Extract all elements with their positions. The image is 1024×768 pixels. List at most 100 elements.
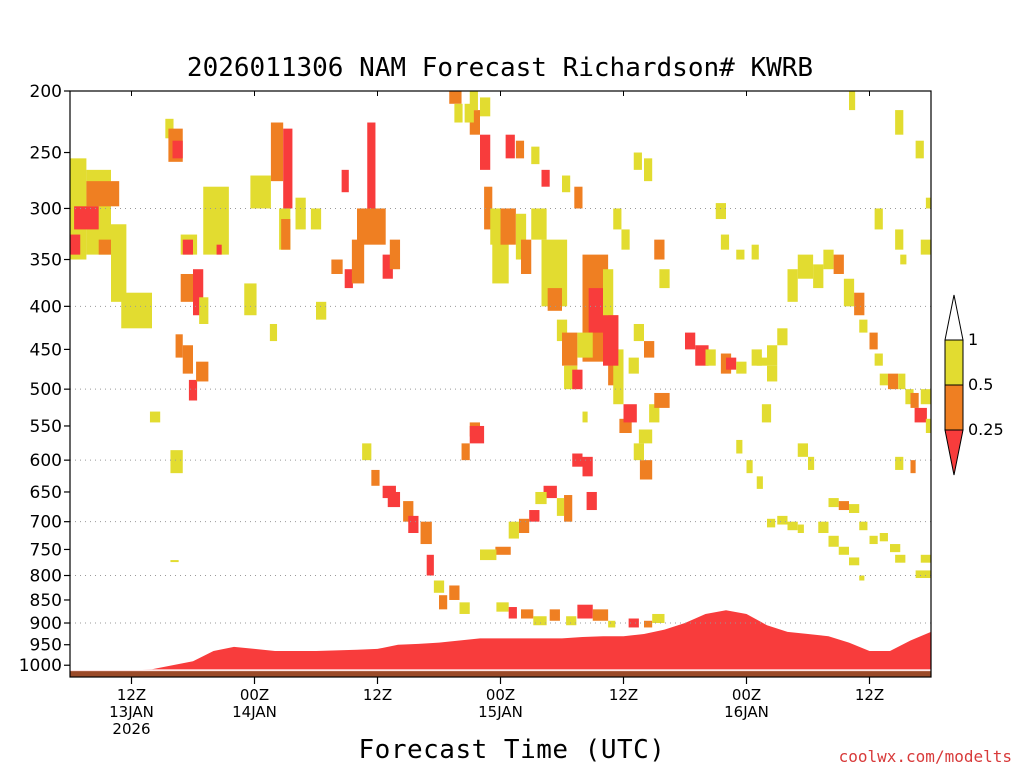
ri-cell <box>895 110 904 135</box>
ri-cell <box>915 570 931 579</box>
ri-cell <box>925 418 931 434</box>
ri-cell <box>920 554 931 563</box>
ri-cell <box>879 373 888 386</box>
ri-cell <box>654 392 670 408</box>
ri-cell <box>533 616 547 626</box>
ri-cell <box>736 361 747 374</box>
ri-cell <box>521 239 532 274</box>
ytick-label-800: 800 <box>30 567 62 587</box>
ri-cell <box>216 244 222 255</box>
ri-cell <box>854 292 865 316</box>
ri-cell <box>572 453 583 467</box>
ri-cell <box>331 259 343 274</box>
ri-cell <box>613 208 622 230</box>
ytick-label-750: 750 <box>30 540 62 560</box>
ri-cell <box>592 609 609 621</box>
ri-cell <box>543 485 557 499</box>
ri-cell <box>628 618 639 628</box>
ri-cell <box>196 361 209 382</box>
ri-cell <box>515 140 525 159</box>
ri-cell <box>170 450 183 474</box>
ri-cell <box>869 332 878 350</box>
ri-cell <box>564 495 573 522</box>
ri-cell <box>787 521 798 531</box>
ri-cell <box>464 103 474 123</box>
ri-cell <box>898 373 906 390</box>
ri-cell <box>639 460 653 480</box>
ri-cell <box>756 357 767 366</box>
ri-cell <box>838 501 849 511</box>
xtick-label-3-0: 00Z <box>486 686 515 704</box>
ri-cell <box>644 620 653 628</box>
ri-cell <box>74 206 99 230</box>
gridlines <box>70 207 931 624</box>
ri-cell <box>98 239 111 255</box>
ri-cell <box>920 389 931 405</box>
ri-cell <box>787 269 798 302</box>
ri-cell <box>695 345 709 366</box>
ri-cell <box>623 404 637 423</box>
ri-cell <box>843 278 855 307</box>
y-axis-ticks: 200 250 300 350 400 450 500 550 600 650 700 750 800 8… <box>19 82 70 676</box>
ri-cell <box>480 134 491 170</box>
ri-cell <box>193 269 204 316</box>
ri-cell <box>833 254 844 274</box>
ri-cell <box>905 389 914 405</box>
ground-band <box>70 671 931 677</box>
ri-cell <box>469 110 480 135</box>
ri-cell <box>449 91 462 104</box>
ri-cell <box>371 469 380 486</box>
ri-cell <box>344 269 353 289</box>
ri-cell <box>149 411 161 423</box>
boundary-layer-band <box>70 610 931 672</box>
ri-cell <box>170 560 179 563</box>
ri-cell <box>659 269 670 289</box>
ri-cell <box>628 357 639 374</box>
xtick-label-1-0: 00Z <box>240 686 269 704</box>
ri-cell <box>389 239 401 270</box>
ri-cell <box>608 620 616 628</box>
ri-cell <box>705 349 716 366</box>
ri-cell <box>351 239 365 284</box>
ri-cell <box>797 254 814 279</box>
ri-cell <box>895 554 906 563</box>
ri-cell <box>203 186 229 255</box>
xtick-label-6-0: 12Z <box>855 686 884 704</box>
ri-cell <box>746 460 753 474</box>
ri-cell <box>879 533 888 542</box>
ri-cell <box>295 197 306 230</box>
ri-cell <box>900 254 907 265</box>
ri-cell <box>382 254 393 279</box>
ri-cell <box>777 515 788 525</box>
chart-title: 2026011306 NAM Forecast Richardson# KWRB <box>187 53 813 83</box>
color-legend: 1 0.5 0.25 <box>944 294 1004 476</box>
ri-cell <box>869 535 878 545</box>
ri-cell <box>521 609 534 619</box>
ri-cell <box>518 518 530 534</box>
legend-label-1: 1 <box>968 330 978 349</box>
ytick-label-300: 300 <box>30 199 62 219</box>
ri-cell <box>633 323 644 342</box>
ri-cell <box>574 186 583 209</box>
xtick-label-0-1: 13JAN <box>109 703 154 721</box>
ri-cell <box>828 535 839 547</box>
ri-cell <box>439 595 448 610</box>
ri-cell <box>469 425 485 444</box>
xtick-label-5-0: 00Z <box>732 686 761 704</box>
ri-cell <box>121 292 152 329</box>
ri-cell <box>188 379 198 401</box>
ri-cell <box>914 407 927 423</box>
ytick-label-950: 950 <box>30 636 62 656</box>
plot-background <box>70 91 931 677</box>
ri-cell <box>484 186 493 230</box>
ri-cell <box>454 103 463 123</box>
ri-cell <box>420 521 432 545</box>
ri-cell <box>895 229 904 250</box>
ri-cell <box>461 443 470 461</box>
ri-cell <box>582 456 593 477</box>
ri-cell <box>408 515 419 534</box>
ri-cell <box>316 301 327 320</box>
xtick-label-1-1: 14JAN <box>232 703 277 721</box>
